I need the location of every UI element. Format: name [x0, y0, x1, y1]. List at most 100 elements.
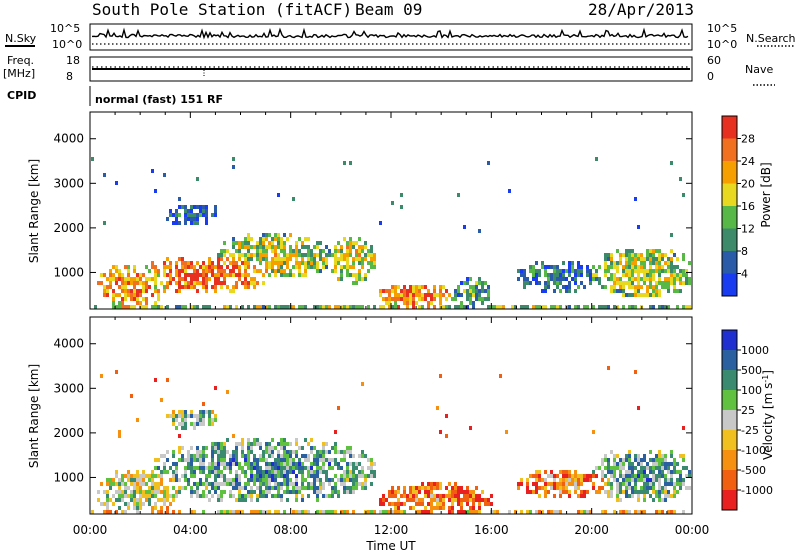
heat-cell — [631, 305, 634, 309]
heat-cell — [655, 257, 658, 261]
heat-cell — [214, 470, 217, 474]
heat-cell — [433, 482, 436, 486]
heat-cell — [544, 486, 547, 490]
heat-cell — [619, 470, 622, 474]
heat-cell — [541, 265, 544, 269]
heat-cell — [412, 506, 415, 510]
heat-cell — [628, 265, 631, 269]
heat-cell — [409, 506, 412, 510]
heat-cell — [664, 454, 667, 458]
heat-cell — [277, 237, 280, 241]
heat-cell — [256, 466, 259, 470]
heat-cell — [196, 205, 199, 209]
heat-cell — [568, 285, 571, 289]
heat-cell — [328, 450, 331, 454]
heat-cell — [358, 269, 361, 273]
heat-cell — [475, 494, 478, 498]
heat-cell — [664, 498, 667, 502]
heat-cell — [181, 277, 184, 281]
heat-cell — [631, 253, 634, 257]
heat-cell — [253, 466, 256, 470]
heat-cell — [106, 289, 109, 293]
heat-cell — [343, 510, 346, 514]
heat-cell — [415, 494, 418, 498]
heat-cell — [628, 253, 631, 257]
heat-cell — [250, 257, 253, 261]
heat-cell — [202, 510, 205, 514]
heat-cell — [193, 285, 196, 289]
heat-cell — [442, 305, 445, 309]
heat-cell — [628, 285, 631, 289]
heat-cell — [613, 285, 616, 289]
heat-cell — [178, 458, 181, 462]
heat-cell — [232, 273, 235, 277]
heat-cell — [664, 305, 667, 309]
heat-cell — [214, 205, 217, 209]
heat-cell — [361, 277, 364, 281]
heat-cell — [646, 486, 649, 490]
heat-cell — [583, 305, 586, 309]
heat-cell — [220, 458, 223, 462]
heat-cell — [271, 474, 274, 478]
heat-cell — [685, 277, 688, 281]
heat-cell — [559, 269, 562, 273]
heat-cell — [196, 458, 199, 462]
heat-cell — [595, 466, 598, 470]
heat-cell — [334, 482, 337, 486]
heat-cell — [181, 269, 184, 273]
heat-cell — [232, 269, 235, 273]
heat-cell — [244, 474, 247, 478]
heat-cell — [529, 281, 532, 285]
heat-cell — [526, 281, 529, 285]
heat-cell — [655, 454, 658, 458]
heat-cell — [247, 438, 250, 442]
heat-cell — [166, 470, 169, 474]
heat-cell — [283, 249, 286, 253]
heat-cell — [319, 257, 322, 261]
heat-cell — [499, 305, 502, 309]
heat-cell — [343, 474, 346, 478]
heat-cell — [334, 446, 337, 450]
heat-cell — [244, 454, 247, 458]
heat-cell — [673, 490, 676, 494]
heat-cell — [391, 305, 394, 309]
heat-cell — [667, 277, 670, 281]
heat-cell — [448, 498, 451, 502]
heat-cell — [112, 502, 115, 506]
heat-cell — [304, 273, 307, 277]
heat-cell — [574, 281, 577, 285]
heat-cell — [298, 269, 301, 273]
heat-cell — [202, 213, 205, 217]
heat-cell — [349, 237, 352, 241]
heat-cell — [262, 305, 265, 309]
heat-cell — [544, 490, 547, 494]
heat-cell — [109, 510, 112, 514]
heat-cell — [184, 418, 187, 422]
heat-cell — [250, 498, 253, 502]
heat-cell — [367, 474, 370, 478]
heat-cell — [208, 257, 211, 261]
heat-cell — [145, 289, 148, 293]
heat-cell — [586, 305, 589, 309]
heat-cell — [358, 470, 361, 474]
heat-cell — [601, 470, 604, 474]
heat-cell — [163, 289, 166, 293]
heat-cell — [112, 482, 115, 486]
heat-cell — [580, 474, 583, 478]
heat-cell — [538, 494, 541, 498]
heat-cell — [247, 281, 250, 285]
heat-cell — [172, 418, 175, 422]
heat-cell — [475, 285, 478, 289]
heat-cell — [556, 510, 559, 514]
heat-cell — [616, 269, 619, 273]
heat-cell — [274, 237, 277, 241]
heat-cell — [622, 293, 625, 297]
heat-cell — [130, 394, 133, 398]
heat-cell — [427, 502, 430, 506]
heat-cell — [316, 510, 319, 514]
heat-cell — [232, 458, 235, 462]
heat-cell — [298, 458, 301, 462]
heat-cell — [109, 486, 112, 490]
heat-cell — [352, 281, 355, 285]
heat-cell — [220, 442, 223, 446]
